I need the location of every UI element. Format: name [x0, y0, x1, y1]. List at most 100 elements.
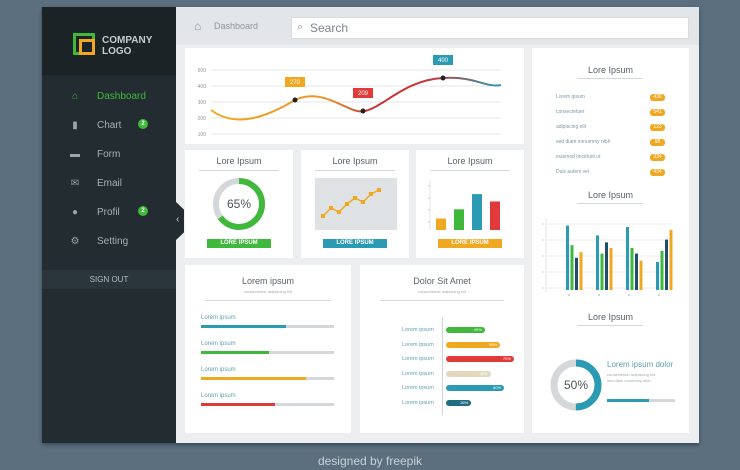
chevron-left-icon: ‹	[176, 214, 180, 225]
stat-value-badge: 123	[650, 124, 665, 131]
sidebar-item-chart[interactable]: ▮ Chart 2	[42, 112, 176, 141]
donut-value: 65%	[227, 197, 251, 211]
stat-value-badge: 436	[650, 94, 665, 101]
logo-mark-icon	[73, 33, 95, 55]
pill-label: Lorem ipsum	[402, 399, 434, 406]
company-logo[interactable]: COMPANY LOGO	[42, 7, 176, 75]
pill-value: 26%	[460, 399, 469, 405]
bar	[656, 262, 659, 290]
progress-track	[201, 325, 334, 328]
bar	[669, 229, 673, 290]
sign-out-button[interactable]: SIGN OUT	[42, 270, 176, 289]
bar	[566, 225, 569, 290]
ring-caption-1: consectetuer adipiscing elit	[607, 372, 656, 377]
divider	[315, 170, 395, 171]
card-footer-label[interactable]: LORE IPSUM	[207, 239, 271, 248]
stat-row: consectetuer 541	[556, 109, 668, 118]
sidebar-item-form[interactable]: ▬ Form	[42, 141, 176, 170]
right-panel: Lore Ipsum Lorem ipsum 436 consectetuer 541…	[532, 48, 689, 433]
sidebar-item-dashboard[interactable]: ⌂ Dashboard	[42, 83, 176, 112]
mail-icon: ✉	[70, 178, 80, 189]
card-title: Lore Ipsum	[447, 156, 493, 166]
search-box[interactable]: ⌕	[291, 17, 689, 39]
sidebar-item-label: Chart	[97, 120, 122, 131]
bar	[596, 235, 599, 290]
bar	[454, 209, 464, 230]
sidebar-item-label: Setting	[97, 236, 129, 247]
value-callout	[433, 55, 453, 65]
pill-label: Lorem ipsum	[402, 341, 434, 348]
ring-progress-track	[607, 399, 675, 402]
sidebar-item-profil[interactable]: ● Profil 2	[42, 199, 176, 228]
progress-label: Lorem ipsum	[201, 393, 236, 399]
data-label: 270	[290, 80, 301, 86]
sidebar-item-setting[interactable]: ⚙ Setting	[42, 228, 176, 257]
breadcrumb[interactable]: Dashboard	[214, 21, 259, 31]
pill-bar: 40%	[446, 327, 485, 333]
logo-line-1: COMPANY	[102, 35, 153, 46]
pill-value: 70%	[502, 356, 511, 361]
bar	[635, 253, 638, 290]
sidebar-item-label: Profil	[97, 207, 120, 218]
pill-value: 60%	[493, 385, 502, 390]
mini-line-chart	[315, 178, 397, 230]
pill-label: Lorem ipsum	[402, 370, 434, 377]
sidebar-item-label: Form	[97, 149, 121, 160]
logo-line-2: LOGO	[102, 46, 132, 57]
pill-bar-card: Dolor Sit Amet consectetuer adipiscing e…	[360, 265, 524, 433]
pill-bar: 70%	[446, 356, 514, 362]
search-input[interactable]	[310, 21, 670, 35]
sidebar-collapse-handle[interactable]: ‹	[176, 202, 184, 240]
stat-label: Duis autem vel	[556, 169, 590, 175]
stat-label: adipiscing elit	[556, 124, 587, 130]
sidebar-item-label: Dashboard	[97, 91, 146, 102]
card-title: Lore Ipsum	[332, 156, 378, 166]
pill-bar: 46%	[446, 370, 491, 377]
chart-background	[315, 178, 397, 230]
pill-value: 40%	[473, 327, 482, 332]
ring-chart: 50%	[550, 359, 602, 411]
chat-icon: ▬	[70, 149, 80, 160]
stat-row: Duis autem vel 434	[556, 169, 668, 178]
logo-text: COMPANY LOGO	[102, 35, 162, 57]
progress-track	[201, 351, 334, 354]
bar	[626, 227, 629, 290]
pill-label: Lorem ipsum	[402, 356, 434, 362]
card-title: Lorem ipsum	[241, 276, 295, 286]
grouped-bar-chart	[542, 218, 673, 296]
progress-label: Lorem ipsum	[201, 341, 236, 347]
gear-icon: ⚙	[70, 236, 80, 247]
progress-fill	[201, 325, 287, 328]
bar	[605, 242, 608, 290]
bar	[639, 260, 643, 290]
pill-label: Lorem ipsum	[402, 385, 434, 391]
home-icon[interactable]: ⌂	[194, 19, 202, 33]
mini-line-card: Lore Ipsum LORE IPSUM	[301, 150, 409, 258]
ring-progress-fill	[607, 399, 649, 402]
ring-heading: Lorem ipsum dolor	[607, 360, 674, 369]
stat-value-badge: 334	[650, 154, 665, 161]
y-tick-label: 500	[198, 68, 207, 74]
donut-chart: 65%	[213, 178, 265, 230]
y-tick-label: 200	[198, 116, 207, 122]
card-footer-label[interactable]: LORE IPSUM	[438, 239, 502, 248]
bar	[630, 248, 634, 290]
stat-label: euismod tincidunt ut	[556, 154, 601, 160]
sidebar-item-email[interactable]: ✉ Email	[42, 170, 176, 199]
sidebar: COMPANY LOGO ⌂ Dashboard ▮ Chart 2 ▬ For…	[42, 7, 176, 443]
divider	[199, 170, 279, 171]
bar	[579, 252, 583, 290]
stat-row: Lorem ipsum 436	[556, 94, 668, 103]
pill-value: 46%	[479, 370, 488, 376]
bar	[575, 257, 578, 290]
data-point	[440, 75, 446, 81]
bar	[600, 253, 604, 290]
stat-row: euismod tincidunt ut 334	[556, 154, 668, 163]
search-icon: ⌕	[297, 21, 304, 33]
bar	[609, 248, 613, 290]
card-footer-label[interactable]: LORE IPSUM	[323, 239, 387, 248]
card-title: Dolor Sit Amet	[413, 276, 471, 286]
mini-bar-chart	[428, 180, 500, 230]
pill-bar: 60%	[446, 385, 505, 391]
sidebar-nav: ⌂ Dashboard ▮ Chart 2 ▬ Form ✉ Email ● P…	[42, 83, 176, 257]
